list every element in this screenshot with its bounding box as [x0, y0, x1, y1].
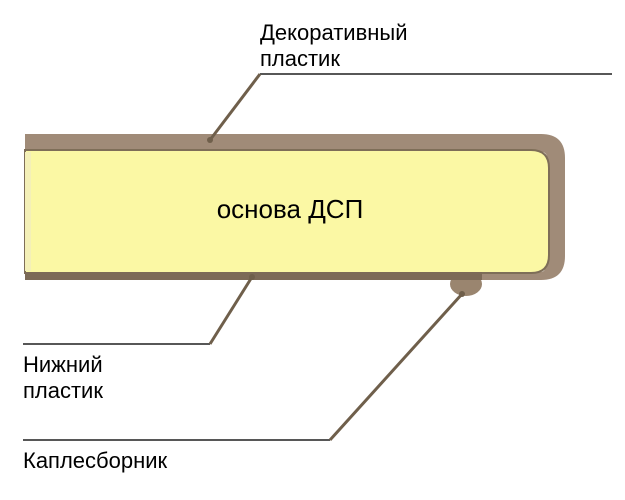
label-bottom1-line2: пластик: [23, 378, 103, 403]
leader-top-dot: [207, 137, 213, 143]
core-left-shade: [25, 152, 31, 271]
label-top-line1: Декоративный: [260, 20, 408, 45]
drip-collector-joint: [450, 272, 482, 280]
leader-bottom2-dot: [459, 291, 465, 297]
leader-bottom1-dot: [249, 274, 255, 280]
label-bottom2: Каплесборник: [23, 448, 168, 473]
label-center: основа ДСП: [217, 194, 364, 224]
label-top-line2: пластик: [260, 46, 340, 71]
label-bottom1-line1: Нижний: [23, 352, 103, 377]
